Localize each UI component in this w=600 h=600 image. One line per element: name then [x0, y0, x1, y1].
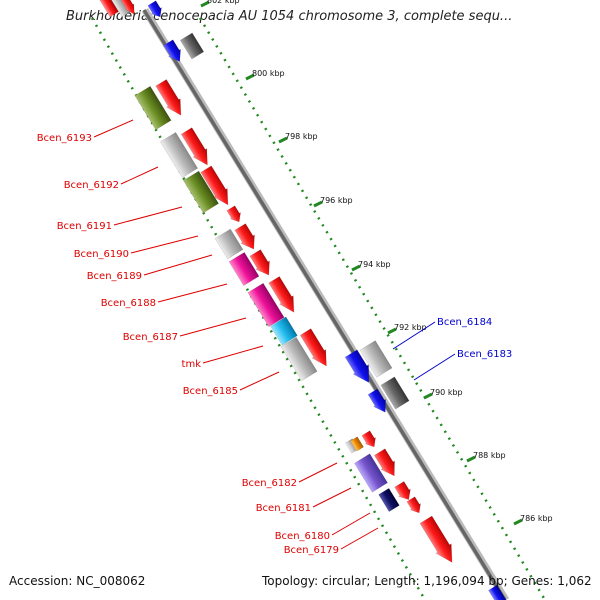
ruler-tick-label: 788 kbp — [473, 451, 506, 460]
gene-label[interactable]: tmk — [182, 359, 202, 370]
ruler-tick-mark — [245, 73, 255, 81]
gene-arrow[interactable] — [373, 448, 401, 480]
gene-block[interactable] — [378, 487, 400, 513]
gene-block[interactable] — [354, 453, 388, 493]
ruler-tick-label: 796 kbp — [320, 196, 353, 205]
ruler-tick-mark — [278, 136, 288, 144]
ruler-tick-label: 786 kbp — [520, 514, 553, 523]
gene-block[interactable] — [134, 85, 172, 131]
genome-info-text: Topology: circular; Length: 1,196,094 bp… — [262, 574, 592, 588]
ruler-tick-mark — [513, 518, 523, 526]
leader-line — [392, 321, 436, 350]
leader-line — [113, 206, 183, 226]
gene-arrow[interactable] — [343, 349, 376, 387]
accession-text: Accession: NC_008062 — [9, 574, 146, 588]
gene-label[interactable]: Bcen_6189 — [87, 271, 142, 282]
gene-block[interactable] — [159, 131, 199, 179]
gene-arrow[interactable] — [226, 205, 245, 225]
ruler-tick-mark — [466, 455, 476, 463]
gene-label[interactable]: Bcen_6185 — [183, 386, 238, 397]
gene-block[interactable] — [214, 228, 244, 260]
leader-line — [143, 254, 213, 276]
gene-label[interactable]: Bcen_6184 — [437, 317, 492, 328]
leader-line — [120, 166, 159, 185]
gene-block[interactable] — [350, 436, 364, 452]
gene-label[interactable]: Bcen_6182 — [242, 478, 297, 489]
gene-label[interactable]: Bcen_6188 — [101, 298, 156, 309]
gene-label[interactable]: Bcen_6187 — [123, 332, 178, 343]
gene-features — [97, 0, 510, 600]
gene-label[interactable]: Bcen_6192 — [64, 180, 119, 191]
map-title: Burkholderia cenocepacia AU 1054 chromos… — [66, 9, 513, 24]
gene-label[interactable]: Bcen_6180 — [275, 531, 330, 542]
gene-block[interactable] — [280, 336, 318, 382]
leader-line — [312, 487, 352, 508]
gene-label[interactable]: Bcen_6191 — [57, 221, 112, 232]
ruler-tick-mark — [351, 264, 361, 272]
leader-line — [202, 345, 264, 364]
outer-ruler-arc — [198, 17, 547, 600]
backbone-line — [142, 9, 507, 600]
leader-line — [93, 119, 134, 138]
gene-label[interactable]: Bcen_6193 — [37, 133, 92, 144]
leader-line — [331, 512, 371, 536]
gene-block[interactable] — [488, 584, 510, 600]
gene-label[interactable]: Bcen_6179 — [284, 545, 339, 556]
gene-arrow[interactable] — [248, 249, 275, 280]
gene-block[interactable] — [359, 340, 393, 378]
gene-labels: Bcen_6193 Bcen_6192 Bcen_6191 Bcen_6190 Bcen… — [37, 133, 513, 556]
gene-arrow[interactable] — [267, 276, 300, 317]
gene-block[interactable] — [97, 0, 119, 18]
gene-block[interactable] — [247, 282, 285, 328]
ruler: 802 kbp 800 kbp 798 kbp 796 kbp 794 kbp 792 k… — [200, 0, 553, 526]
gene-label[interactable]: Bcen_6190 — [74, 249, 129, 260]
leader-line — [239, 371, 280, 391]
gene-arrow[interactable] — [361, 430, 380, 450]
gene-block[interactable] — [270, 316, 298, 346]
ruler-tick-mark — [313, 200, 323, 208]
label-leader-lines — [93, 119, 456, 550]
leader-line — [179, 317, 247, 337]
gene-label[interactable]: Bcen_6181 — [256, 503, 311, 514]
gene-label[interactable]: Bcen_6183 — [457, 349, 512, 360]
gene-arrow[interactable] — [233, 223, 260, 254]
gene-arrow[interactable] — [418, 515, 459, 567]
gene-arrow[interactable] — [154, 79, 187, 120]
gene-arrow[interactable] — [199, 165, 235, 209]
gene-block[interactable] — [380, 376, 410, 410]
ruler-tick-mark — [423, 392, 433, 400]
ruler-tick-label: 794 kbp — [358, 260, 391, 269]
ruler-tick-label: 792 kbp — [394, 323, 427, 332]
leader-line — [340, 527, 379, 550]
gene-arrow[interactable] — [299, 328, 334, 370]
gene-arrow[interactable] — [406, 496, 425, 516]
ruler-tick-label: 790 kbp — [430, 388, 463, 397]
leader-line — [130, 235, 199, 254]
gene-arrow[interactable] — [162, 39, 185, 65]
gene-block[interactable] — [182, 170, 220, 214]
ruler-tick-label: 802 kbp — [207, 0, 240, 5]
gene-block[interactable] — [228, 251, 260, 287]
leader-line — [298, 462, 338, 483]
gene-arrow[interactable] — [147, 0, 166, 20]
ruler-tick-label: 800 kbp — [252, 69, 285, 78]
ruler-tick-mark — [387, 327, 397, 335]
leader-line — [413, 353, 456, 381]
gene-arrow[interactable] — [117, 0, 138, 17]
gene-arrow[interactable] — [367, 388, 391, 416]
ruler-tick-mark — [200, 0, 210, 8]
ruler-tick-label: 798 kbp — [285, 132, 318, 141]
gene-block[interactable] — [179, 32, 205, 60]
gene-arrow[interactable] — [393, 481, 414, 504]
leader-line — [157, 283, 228, 303]
gene-arrow[interactable] — [180, 127, 215, 169]
